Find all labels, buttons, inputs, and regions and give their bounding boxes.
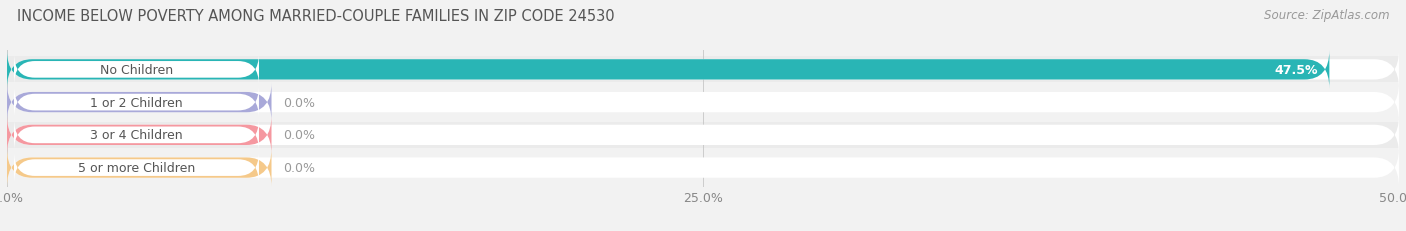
FancyBboxPatch shape: [7, 51, 1330, 89]
FancyBboxPatch shape: [7, 116, 1399, 155]
Text: 0.0%: 0.0%: [283, 96, 315, 109]
Text: 1 or 2 Children: 1 or 2 Children: [90, 96, 183, 109]
FancyBboxPatch shape: [7, 83, 1399, 122]
Text: 3 or 4 Children: 3 or 4 Children: [90, 129, 183, 142]
FancyBboxPatch shape: [7, 149, 1399, 187]
FancyBboxPatch shape: [7, 51, 1399, 89]
FancyBboxPatch shape: [14, 119, 259, 152]
FancyBboxPatch shape: [7, 116, 271, 155]
Text: INCOME BELOW POVERTY AMONG MARRIED-COUPLE FAMILIES IN ZIP CODE 24530: INCOME BELOW POVERTY AMONG MARRIED-COUPL…: [17, 9, 614, 24]
Text: 0.0%: 0.0%: [283, 161, 315, 174]
Text: 47.5%: 47.5%: [1275, 64, 1319, 76]
FancyBboxPatch shape: [14, 54, 259, 86]
Text: No Children: No Children: [100, 64, 173, 76]
FancyBboxPatch shape: [7, 90, 1399, 116]
FancyBboxPatch shape: [7, 122, 1399, 148]
FancyBboxPatch shape: [7, 155, 1399, 181]
FancyBboxPatch shape: [7, 57, 1399, 83]
Text: 0.0%: 0.0%: [283, 129, 315, 142]
FancyBboxPatch shape: [14, 152, 259, 184]
FancyBboxPatch shape: [14, 86, 259, 119]
Text: Source: ZipAtlas.com: Source: ZipAtlas.com: [1264, 9, 1389, 22]
Text: 5 or more Children: 5 or more Children: [77, 161, 195, 174]
FancyBboxPatch shape: [7, 83, 271, 122]
FancyBboxPatch shape: [7, 149, 271, 187]
